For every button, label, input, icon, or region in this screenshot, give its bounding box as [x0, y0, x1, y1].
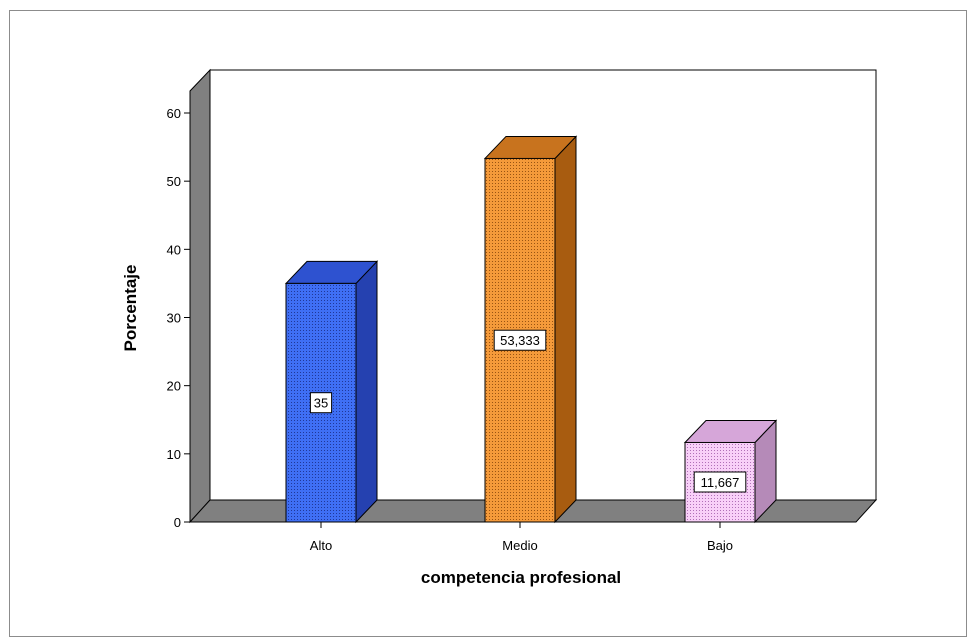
- x-tick-label: Alto: [310, 538, 332, 553]
- data-label-text: 11,667: [701, 475, 740, 490]
- data-label-box: [309, 392, 333, 414]
- data-label-text: 53,333: [500, 333, 540, 348]
- left-wall: [189, 68, 211, 524]
- x-tick-label: Bajo: [707, 538, 733, 553]
- y-axis-ticks: 0 10 20 30 40 50 60: [167, 106, 190, 530]
- y-tick-label: 60: [167, 106, 181, 121]
- y-tick-label: 10: [167, 447, 181, 462]
- data-label-box: [693, 471, 747, 493]
- bar-bajo: 11,667: [683, 419, 778, 524]
- y-tick-label: 20: [167, 379, 181, 394]
- x-tick-label: Medio: [502, 538, 537, 553]
- data-label-box: [493, 329, 547, 351]
- y-tick-label: 0: [174, 515, 181, 530]
- bar-medio: 53,333: [483, 135, 578, 524]
- y-tick-label: 50: [167, 174, 181, 189]
- data-label: 35: [309, 392, 333, 414]
- data-label: 11,667: [693, 471, 747, 493]
- bar-side: [355, 260, 378, 524]
- y-axis-title: Porcentaje: [121, 265, 140, 352]
- data-label-text: 35: [314, 396, 328, 411]
- y-tick-label: 30: [167, 311, 181, 326]
- y-tick-label: 40: [167, 242, 181, 257]
- bar-side: [554, 135, 577, 524]
- bar-alto: 35: [284, 260, 379, 524]
- data-label: 53,333: [493, 329, 547, 351]
- bars: 35 53,333 11,667: [284, 135, 778, 524]
- x-axis-ticks: Alto Medio Bajo: [310, 522, 733, 553]
- x-axis-title: competencia profesional: [421, 568, 621, 587]
